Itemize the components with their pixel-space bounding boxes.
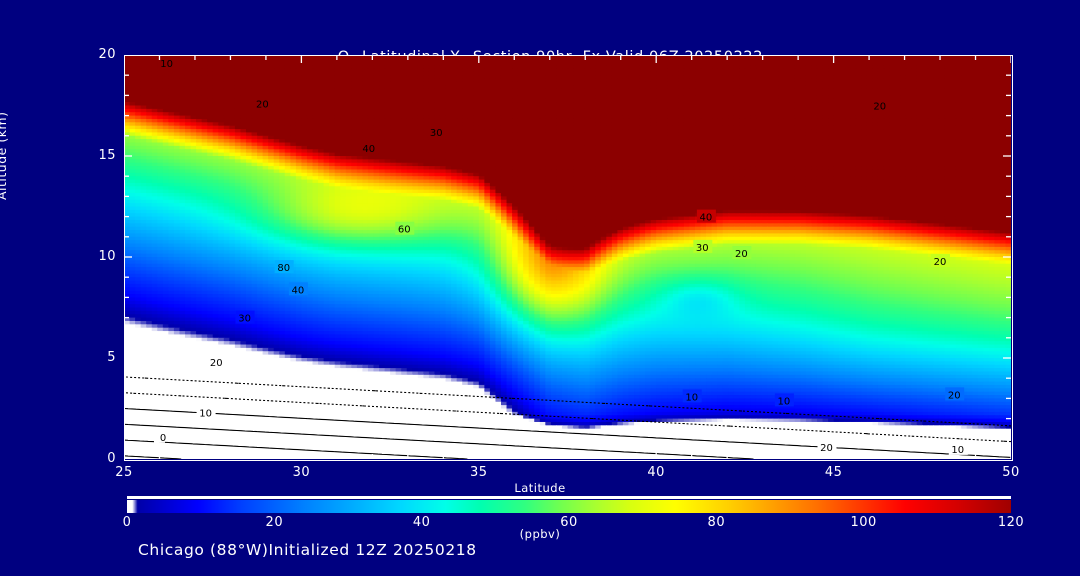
contour-label-12: 30 xyxy=(696,243,709,254)
contour-labels: 1020304060804030201004030202020101010202… xyxy=(154,56,968,456)
contour-label-2: 30 xyxy=(430,128,443,139)
contour-line-15 xyxy=(124,455,182,459)
contour-label-backdrop xyxy=(235,310,255,324)
colorbar-tick-60: 60 xyxy=(560,515,578,530)
colorbar-tick-80: 80 xyxy=(707,515,726,530)
colorbar-top-rule xyxy=(127,496,1011,499)
colorbar-tick-0: 0 xyxy=(122,515,132,530)
x-tick-35: 35 xyxy=(470,465,488,480)
x-tick-30: 30 xyxy=(292,465,311,480)
colorbar-tick-20: 20 xyxy=(265,515,284,530)
contour-line--5 xyxy=(124,392,1011,443)
contour-label-16: 10 xyxy=(778,396,791,407)
contour-label-backdrop xyxy=(207,355,227,368)
contour-label-19: 20 xyxy=(820,443,833,454)
contour-label-7: 30 xyxy=(238,314,251,325)
y-tick-15: 15 xyxy=(98,148,116,163)
colorbar-tick-120: 120 xyxy=(997,515,1025,530)
contour-label-backdrop xyxy=(732,246,752,259)
contour-label-6: 40 xyxy=(292,285,305,296)
contour-line-5 xyxy=(124,423,754,459)
contour-label-5: 80 xyxy=(277,263,290,274)
contour-label-backdrop xyxy=(395,221,415,235)
footer-label: Chicago (88°W)Initialized 12Z 20250218 xyxy=(138,541,477,559)
contour-label-20: 20 xyxy=(873,102,886,113)
contour-line-10 xyxy=(124,439,468,459)
contour-label-backdrop xyxy=(945,387,965,401)
contour-label-backdrop xyxy=(288,282,308,296)
contour-label-1: 20 xyxy=(256,100,269,111)
contour-label-backdrop xyxy=(157,56,177,70)
contour-label-18: 10 xyxy=(951,445,964,456)
y-tick-5: 5 xyxy=(107,350,116,365)
contour-label-4: 60 xyxy=(398,225,411,236)
contour-label-backdrop xyxy=(817,439,837,453)
colorbar xyxy=(127,500,1011,513)
contour-label-backdrop xyxy=(948,441,968,455)
contour-label-backdrop xyxy=(870,98,890,112)
contour-label-backdrop xyxy=(693,239,713,253)
contour-line--10 xyxy=(124,376,1011,427)
x-tick-45: 45 xyxy=(824,465,843,480)
contour-label-backdrop xyxy=(154,429,165,443)
contour-label-backdrop xyxy=(253,96,273,110)
x-tick-25: 25 xyxy=(115,465,133,480)
contour-label-backdrop xyxy=(931,254,950,267)
contour-label-11: 40 xyxy=(700,213,713,224)
contour-line-0 xyxy=(124,407,1011,458)
y-axis-label: Altitude (km) xyxy=(0,111,9,201)
contour-label-backdrop xyxy=(274,260,294,274)
contour-label-backdrop xyxy=(774,393,794,407)
contour-label-backdrop xyxy=(696,209,716,223)
contour-label-backdrop xyxy=(427,124,447,138)
contour-label-backdrop xyxy=(682,389,702,403)
contour-label-3: 40 xyxy=(362,144,375,155)
plot-area: 10 20 30 40 60 80 40 30 20 10 0 40 30 20 20 20 10 10 10 20 2… xyxy=(124,55,1011,459)
colorbar-unit-label: (ppbv) xyxy=(519,527,561,541)
contour-label-14: 20 xyxy=(934,257,947,268)
x-tick-50: 50 xyxy=(1002,465,1020,480)
colorbar-tick-40: 40 xyxy=(412,515,431,530)
y-tick-10: 10 xyxy=(98,249,116,264)
contour-label-13: 20 xyxy=(735,249,748,260)
x-tick-40: 40 xyxy=(647,465,665,480)
contour-label-17: 10 xyxy=(685,392,698,403)
y-tick-0: 0 xyxy=(107,451,116,466)
temperature-contours xyxy=(124,376,1011,459)
contour-label-0: 10 xyxy=(160,59,173,70)
contour-label-9: 10 xyxy=(199,409,212,420)
axis-tick-marks xyxy=(124,55,1011,459)
contour-label-backdrop xyxy=(196,405,216,419)
cross-section-plot: 1020304060804030201004030202020101010202… xyxy=(124,55,1011,459)
contour-label-8: 20 xyxy=(210,358,223,369)
x-axis-label: Latitude xyxy=(514,481,566,495)
contour-label-10: 0 xyxy=(160,433,166,444)
contour-label-15: 20 xyxy=(948,390,961,401)
y-tick-20: 20 xyxy=(98,47,116,62)
contour-label-backdrop xyxy=(359,140,379,154)
ozone-shading xyxy=(124,55,1011,459)
colorbar-tick-100: 100 xyxy=(850,515,877,530)
